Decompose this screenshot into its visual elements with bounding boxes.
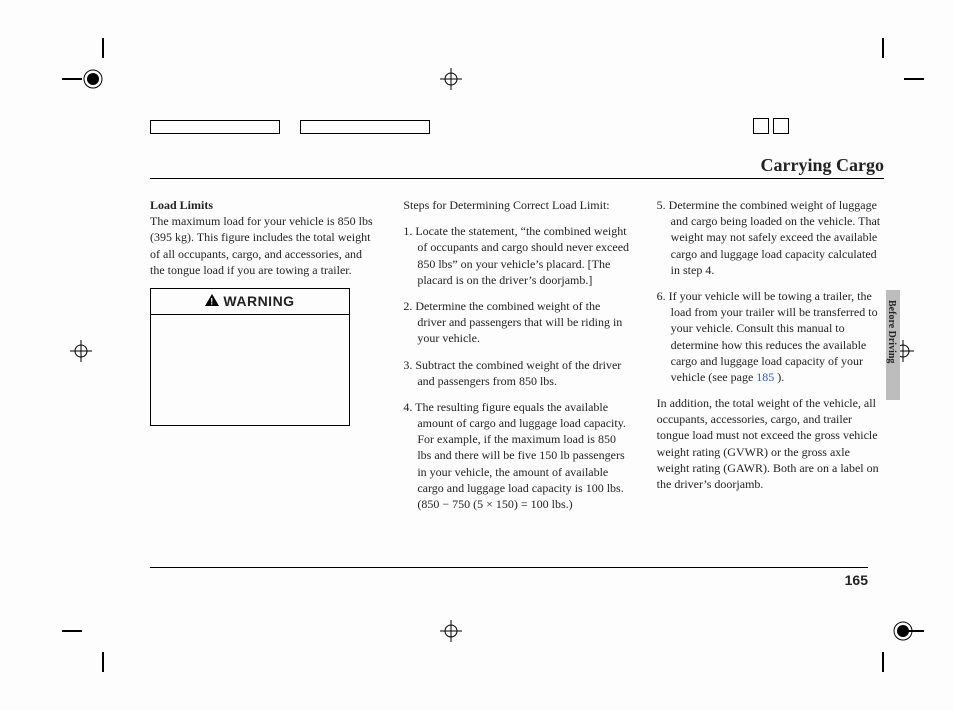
page-number: 165 xyxy=(845,572,868,588)
steps-list: Locate the statement, “the combined weig… xyxy=(403,223,630,512)
step-5: Determine the combined weight of luggage… xyxy=(657,197,884,278)
placeholder-box xyxy=(300,120,430,134)
crosshair-icon xyxy=(440,620,462,642)
column-1: Load Limits The maximum load for your ve… xyxy=(150,197,377,522)
placeholder-box xyxy=(773,118,789,134)
section-tab-label: Before Driving xyxy=(886,300,897,363)
warning-box: ! WARNING xyxy=(150,288,350,426)
crosshair-icon xyxy=(70,340,92,362)
placeholder-box xyxy=(753,118,769,134)
addendum-text: In addition, the total weight of the veh… xyxy=(657,395,884,492)
warning-triangle-icon: ! xyxy=(205,292,219,311)
column-2: Steps for Determining Correct Load Limit… xyxy=(403,197,630,522)
warning-body xyxy=(151,315,349,425)
page-content: Carrying Cargo Load Limits The maximum l… xyxy=(150,155,884,600)
registration-target-icon xyxy=(82,68,104,90)
warning-label: WARNING xyxy=(223,292,294,311)
step-2: Determine the combined weight of the dri… xyxy=(403,298,630,347)
column-3: Determine the combined weight of luggage… xyxy=(657,197,884,522)
footer-rule xyxy=(150,567,868,568)
svg-text:!: ! xyxy=(211,296,215,306)
page-reference-link[interactable]: 185 xyxy=(756,370,774,384)
step-3: Subtract the combined weight of the driv… xyxy=(403,357,630,389)
page-title: Carrying Cargo xyxy=(761,155,884,176)
step-6b: ). xyxy=(774,370,784,384)
load-limits-text: The maximum load for your vehicle is 850… xyxy=(150,214,373,277)
step-4a: The resulting figure equals the availabl… xyxy=(415,400,626,430)
step-6: If your vehicle will be towing a trailer… xyxy=(657,288,884,385)
page-header: Carrying Cargo xyxy=(150,155,884,179)
step-4b: For example, if the maximum load is 850 … xyxy=(417,432,624,495)
warning-header: ! WARNING xyxy=(151,289,349,315)
step-1: Locate the statement, “the combined weig… xyxy=(403,223,630,288)
placeholder-box xyxy=(150,120,280,134)
steps-list-continued: Determine the combined weight of luggage… xyxy=(657,197,884,385)
steps-intro: Steps for Determining Correct Load Limit… xyxy=(403,197,630,213)
crosshair-icon xyxy=(440,68,462,90)
step-4c: (850 − 750 (5 × 150) = 100 lbs.) xyxy=(417,497,572,511)
load-limits-heading: Load Limits xyxy=(150,198,213,212)
step-4: The resulting figure equals the availabl… xyxy=(403,399,630,512)
